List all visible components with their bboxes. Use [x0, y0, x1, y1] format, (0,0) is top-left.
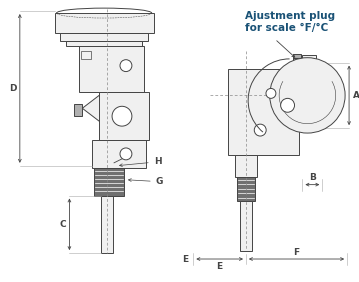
Text: F: F	[293, 248, 299, 257]
Bar	[101, 195, 113, 253]
Bar	[99, 92, 149, 140]
Text: Ajustment plug
for scale °F/°C: Ajustment plug for scale °F/°C	[245, 11, 335, 34]
Text: H: H	[120, 157, 161, 167]
Bar	[303, 55, 316, 63]
Bar	[237, 177, 255, 202]
Bar	[55, 13, 154, 33]
Text: D: D	[9, 84, 17, 93]
Circle shape	[120, 60, 132, 72]
Bar	[66, 41, 142, 46]
Circle shape	[112, 106, 132, 126]
Text: C: C	[59, 220, 66, 229]
Text: E: E	[182, 255, 188, 263]
Circle shape	[281, 98, 294, 112]
Bar	[235, 155, 257, 177]
Bar	[240, 202, 252, 251]
Bar	[228, 69, 299, 155]
Text: A: A	[353, 91, 359, 100]
Bar	[94, 168, 124, 195]
Circle shape	[254, 124, 266, 136]
Circle shape	[120, 148, 132, 160]
Bar	[293, 54, 302, 61]
Text: G: G	[129, 177, 163, 186]
Circle shape	[270, 58, 345, 133]
Text: E: E	[216, 263, 223, 272]
Bar	[74, 104, 82, 116]
Bar	[79, 46, 144, 92]
Circle shape	[266, 89, 276, 98]
Bar	[303, 63, 322, 128]
Text: B: B	[309, 173, 316, 182]
Bar	[92, 140, 146, 168]
Polygon shape	[82, 95, 109, 121]
Bar	[81, 51, 91, 59]
Bar	[61, 33, 148, 41]
